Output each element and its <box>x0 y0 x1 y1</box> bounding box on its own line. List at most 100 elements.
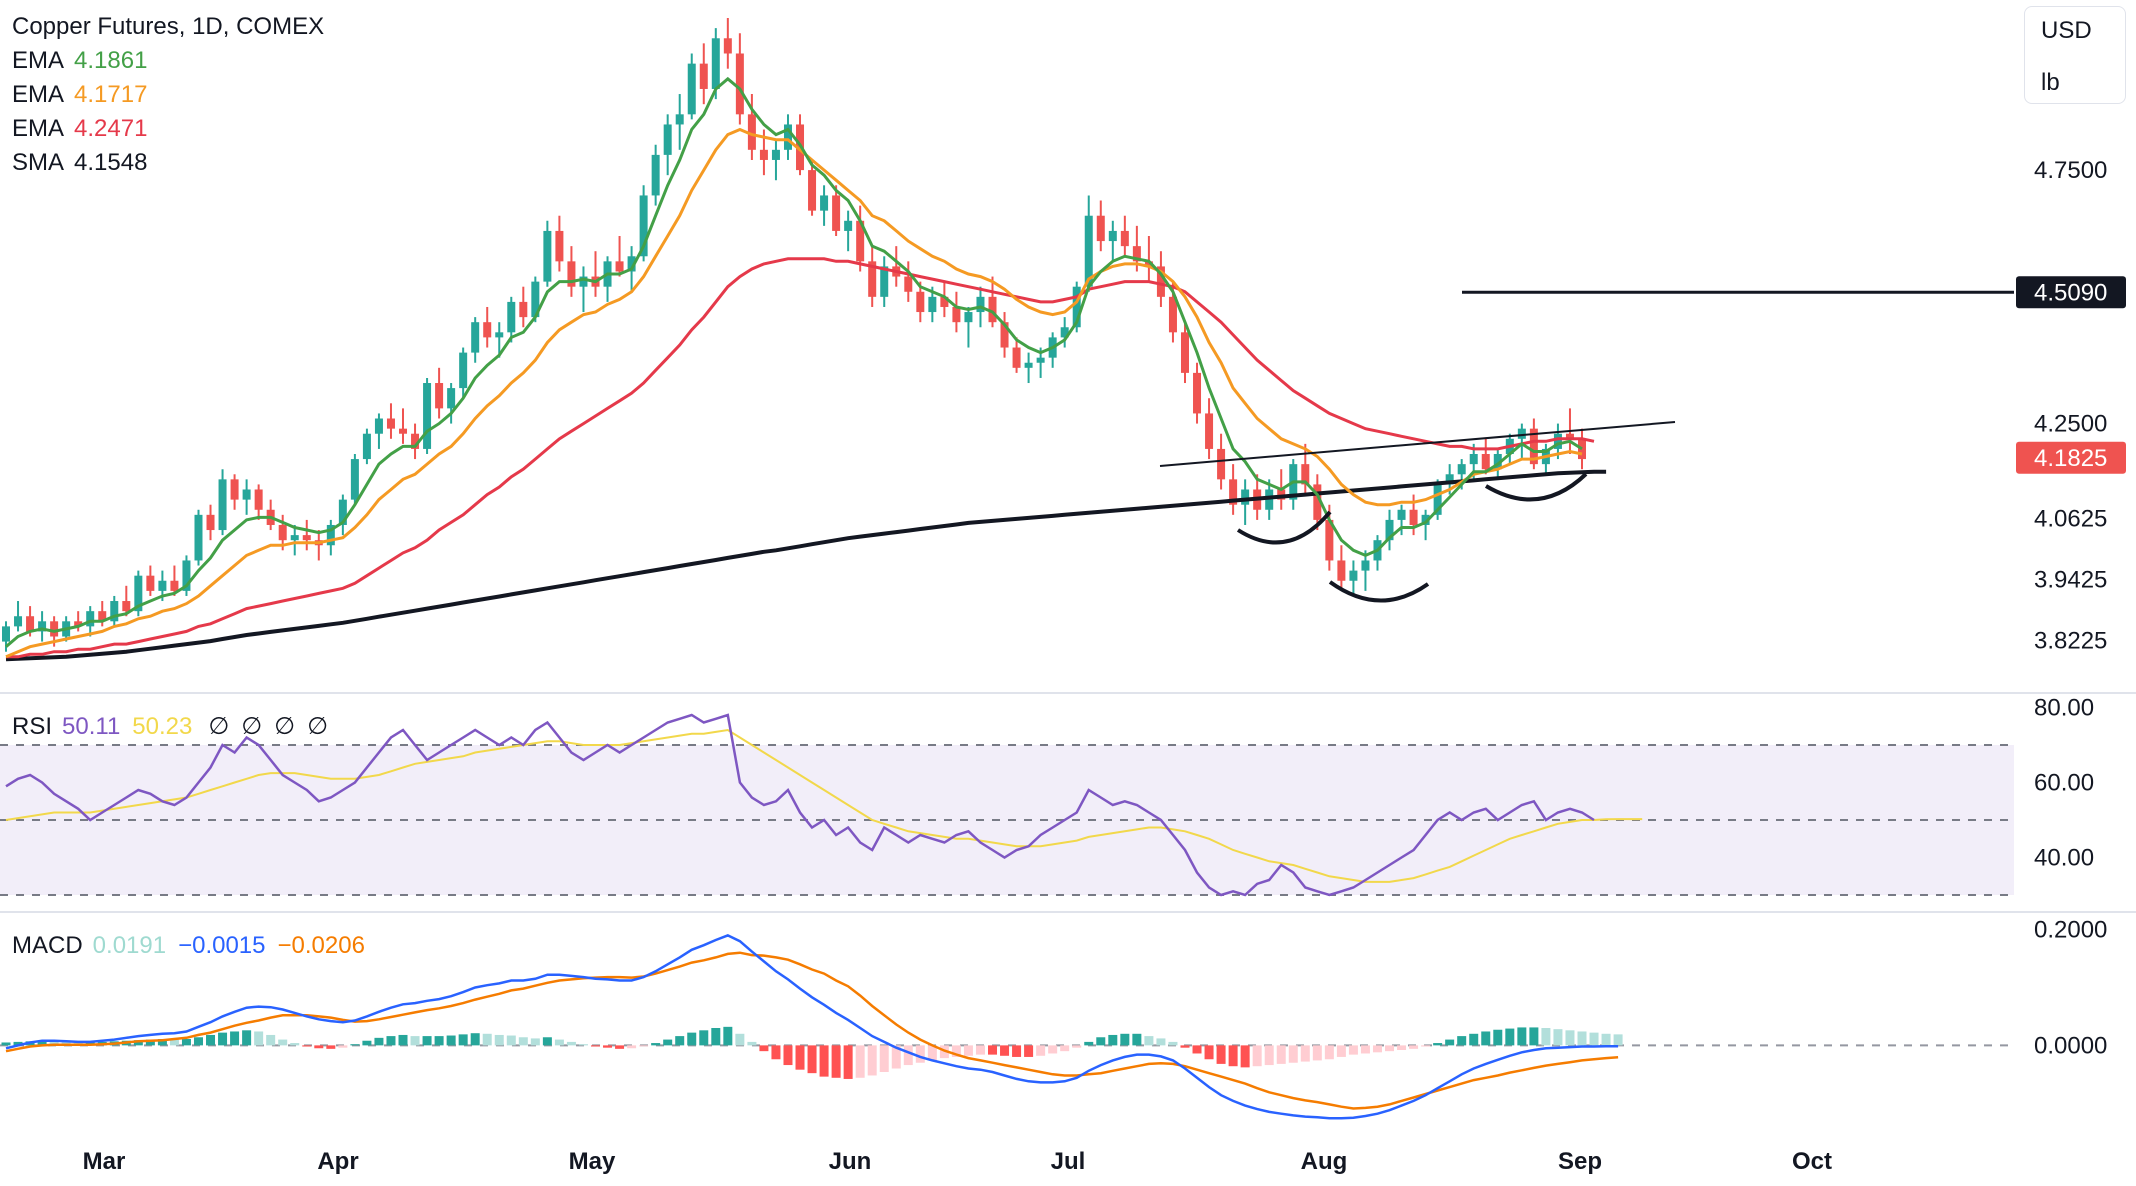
time-axis[interactable]: Mar Apr May Jun Jul Aug Sep Oct <box>83 1148 1832 1175</box>
candle-body <box>952 306 961 323</box>
macd-histogram-bar <box>1348 1045 1358 1055</box>
month-label: Apr <box>317 1148 358 1175</box>
macd-histogram-bar <box>603 1045 613 1048</box>
marked-level-tag-text: 4.5090 <box>2034 279 2107 306</box>
macd-histogram-bar <box>1 1042 11 1046</box>
macd-histogram-bar <box>975 1045 985 1055</box>
macd-histogram-bar <box>1096 1037 1106 1046</box>
candle-body <box>1241 489 1250 505</box>
candle-body <box>639 195 648 257</box>
candle-body <box>771 149 780 160</box>
month-label: Jul <box>1051 1148 1086 1175</box>
macd-histogram-bar <box>181 1039 191 1046</box>
macd-histogram-bar <box>1276 1045 1286 1064</box>
ema-fast-name: EMA <box>12 47 65 74</box>
price-axis[interactable]: 4.7500 4.2500 4.0625 3.9425 3.8225 80.00 60.00… <box>2016 157 2126 1059</box>
macd-histogram-bar <box>49 1041 59 1046</box>
macd-histogram-bar <box>1168 1041 1178 1046</box>
macd-histogram-bar <box>506 1035 516 1046</box>
rsi-legend: RSI 50.11 50.23 ∅ ∅ ∅ ∅ <box>12 710 328 744</box>
candle-body <box>735 53 744 115</box>
right-shoulder-arc[interactable] <box>1484 472 1588 502</box>
macd-histogram-bar <box>687 1032 697 1046</box>
neckline-trendline[interactable] <box>1159 421 1676 467</box>
chart-title: Copper Futures, 1D, COMEX <box>12 13 325 40</box>
candle-body <box>844 220 853 231</box>
candle-body <box>1493 454 1502 470</box>
left-shoulder-arc[interactable] <box>1236 510 1332 545</box>
macd-name: MACD <box>12 932 83 959</box>
candle-body <box>1120 230 1129 247</box>
candle-body <box>567 261 576 287</box>
macd-histogram-bar <box>1601 1033 1611 1046</box>
candle-body <box>808 170 817 211</box>
month-label: Mar <box>83 1148 126 1175</box>
candle-body <box>362 433 371 460</box>
macd-histogram-bar <box>795 1045 805 1070</box>
macd-histogram-bar <box>831 1045 841 1078</box>
rsi-tick-label: 60.00 <box>2034 770 2094 797</box>
candle-body <box>1132 246 1141 262</box>
candle-body <box>1000 322 1009 348</box>
macd-histogram-bar <box>771 1045 781 1060</box>
month-label: Jun <box>829 1148 872 1175</box>
candle-body <box>110 601 119 622</box>
macd-histogram-bar <box>639 1045 649 1047</box>
candle-body <box>326 524 335 546</box>
candle-body <box>880 266 889 297</box>
candle-body <box>38 621 47 632</box>
candle-body <box>519 301 528 318</box>
macd-histogram-bar <box>193 1037 203 1046</box>
rsi-pane[interactable] <box>5 713 1643 897</box>
candle-body <box>242 489 251 500</box>
macd-histogram-bar <box>1505 1028 1515 1046</box>
candle-body <box>1578 438 1586 460</box>
candle-body <box>14 616 23 627</box>
macd-histogram-bar <box>663 1039 673 1046</box>
macd-histogram-bar <box>1445 1039 1455 1046</box>
macd-histogram-bar <box>783 1045 793 1066</box>
macd-signal-line <box>5 951 1619 1110</box>
candle-body <box>50 621 59 637</box>
candle-body <box>1180 332 1189 373</box>
unit-selector[interactable]: USD lb <box>2024 6 2126 104</box>
head-arc[interactable] <box>1328 580 1430 603</box>
candle-body <box>711 38 720 89</box>
macd-histogram-bar <box>374 1037 384 1046</box>
last-price-tag-text: 4.1825 <box>2034 445 2107 472</box>
candle-body <box>98 611 107 622</box>
macd-histogram-bar <box>867 1045 877 1076</box>
macd-histogram-bar <box>1204 1045 1214 1060</box>
currency-label[interactable]: USD <box>2041 17 2092 44</box>
candle-body <box>1469 454 1478 465</box>
candle-body <box>206 514 215 531</box>
macd-histogram-bar <box>13 1041 23 1046</box>
candle-body <box>699 63 708 89</box>
macd-histogram-bar <box>494 1034 504 1046</box>
rsi-ma-line <box>5 728 1643 883</box>
candle-body <box>856 220 865 262</box>
unit-label[interactable]: lb <box>2041 69 2060 96</box>
candle-body <box>651 154 660 196</box>
macd-signal-value: −0.0206 <box>277 932 365 959</box>
candle-body <box>868 261 877 297</box>
price-tick-label: 3.9425 <box>2034 566 2107 593</box>
macd-histogram-bar <box>675 1036 685 1046</box>
candle-body <box>964 312 973 323</box>
candle-body <box>1084 215 1093 287</box>
price-pane[interactable] <box>2 18 2014 662</box>
candle-body <box>1349 570 1358 581</box>
macd-histogram-bar <box>903 1045 913 1066</box>
sma-value: 4.1548 <box>74 149 148 176</box>
macd-histogram-bar <box>542 1037 552 1046</box>
candle-body <box>976 296 985 313</box>
macd-histogram-bar <box>1397 1045 1407 1050</box>
macd-histogram-bar <box>819 1045 829 1077</box>
macd-hist-value: 0.0191 <box>92 932 167 959</box>
candle-body <box>411 433 420 449</box>
macd-histogram-bar <box>1012 1045 1022 1057</box>
candle-body <box>1301 464 1310 485</box>
macd-pane[interactable] <box>1 934 1623 1120</box>
macd-legend: MACD 0.0191 −0.0015 −0.0206 <box>12 929 365 963</box>
